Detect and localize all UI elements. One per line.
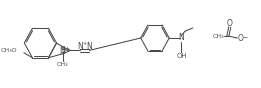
- Text: OH: OH: [176, 54, 187, 59]
- Text: S: S: [61, 46, 65, 55]
- Text: N: N: [178, 34, 184, 43]
- Text: CH₃: CH₃: [57, 62, 69, 67]
- Text: +: +: [82, 41, 86, 46]
- Text: CH₃: CH₃: [212, 34, 224, 39]
- Text: N: N: [87, 42, 92, 51]
- Text: O: O: [237, 34, 243, 43]
- Text: CH₃O: CH₃O: [1, 48, 17, 53]
- Text: N: N: [59, 46, 65, 56]
- Text: N: N: [77, 42, 83, 51]
- Text: O: O: [227, 19, 233, 28]
- Text: −: −: [242, 34, 247, 39]
- Text: +: +: [64, 46, 69, 51]
